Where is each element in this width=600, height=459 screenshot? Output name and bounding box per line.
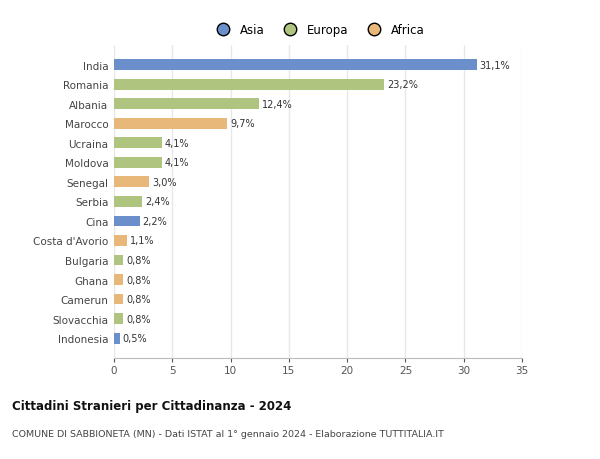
Text: 9,7%: 9,7%: [230, 119, 254, 129]
Bar: [114, 255, 124, 266]
Text: COMUNE DI SABBIONETA (MN) - Dati ISTAT al 1° gennaio 2024 - Elaborazione TUTTITA: COMUNE DI SABBIONETA (MN) - Dati ISTAT a…: [12, 429, 444, 438]
Text: 4,1%: 4,1%: [165, 139, 189, 148]
Text: 0,8%: 0,8%: [126, 295, 151, 304]
Text: 1,1%: 1,1%: [130, 236, 154, 246]
Text: 0,8%: 0,8%: [126, 275, 151, 285]
Text: 0,8%: 0,8%: [126, 256, 151, 265]
Bar: [114, 79, 385, 90]
Bar: [114, 196, 142, 207]
Bar: [114, 138, 162, 149]
Bar: [114, 274, 124, 285]
Text: 23,2%: 23,2%: [388, 80, 418, 90]
Bar: [114, 216, 140, 227]
Bar: [114, 177, 149, 188]
Bar: [114, 294, 124, 305]
Text: 2,2%: 2,2%: [143, 217, 167, 226]
Text: 31,1%: 31,1%: [479, 61, 510, 70]
Bar: [114, 118, 227, 129]
Bar: [114, 333, 120, 344]
Bar: [114, 60, 476, 71]
Text: 4,1%: 4,1%: [165, 158, 189, 168]
Text: 12,4%: 12,4%: [262, 100, 292, 109]
Text: 3,0%: 3,0%: [152, 178, 176, 187]
Text: 0,5%: 0,5%: [123, 334, 148, 343]
Text: 0,8%: 0,8%: [126, 314, 151, 324]
Bar: [114, 157, 162, 168]
Legend: Asia, Europa, Africa: Asia, Europa, Africa: [208, 21, 428, 40]
Bar: [114, 99, 259, 110]
Bar: [114, 235, 127, 246]
Bar: [114, 313, 124, 325]
Text: 2,4%: 2,4%: [145, 197, 170, 207]
Text: Cittadini Stranieri per Cittadinanza - 2024: Cittadini Stranieri per Cittadinanza - 2…: [12, 399, 292, 412]
